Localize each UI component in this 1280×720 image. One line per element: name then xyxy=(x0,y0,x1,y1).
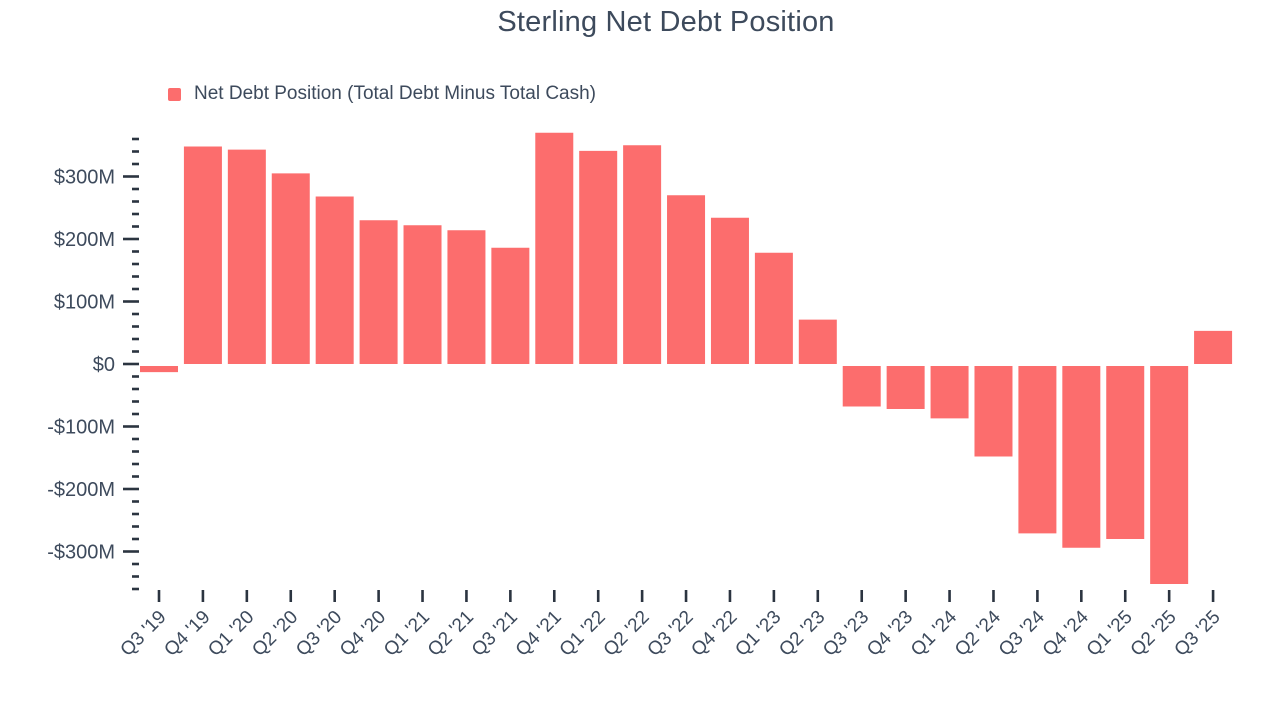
bar-q2-22[interactable] xyxy=(623,145,662,364)
bar-q3-20[interactable] xyxy=(315,196,354,365)
x-axis-label: Q3 '19 xyxy=(117,607,171,661)
bar-q1-23[interactable] xyxy=(754,252,793,364)
x-axis-label: Q3 '25 xyxy=(1171,607,1225,661)
x-axis-label: Q1 '23 xyxy=(731,607,785,661)
bar-q2-20[interactable] xyxy=(271,173,310,364)
x-axis-label: Q2 '21 xyxy=(424,607,478,661)
x-axis-label: Q2 '23 xyxy=(775,607,829,661)
bar-q3-21[interactable] xyxy=(491,247,530,364)
bar-q2-25[interactable] xyxy=(1150,366,1189,584)
y-axis-label: $100M xyxy=(54,292,115,314)
chart-title: Sterling Net Debt Position xyxy=(497,6,835,38)
x-axis-label: Q3 '23 xyxy=(819,607,873,661)
y-axis-label: $300M xyxy=(54,167,115,189)
x-axis-label: Q4 '23 xyxy=(863,607,917,661)
x-axis-label: Q3 '21 xyxy=(468,607,522,661)
y-axis-label: $0 xyxy=(93,354,115,376)
bar-q2-23[interactable] xyxy=(798,319,837,364)
bar-q1-20[interactable] xyxy=(227,149,266,364)
bar-q3-23[interactable] xyxy=(842,366,881,407)
bar-q4-24[interactable] xyxy=(1062,366,1101,548)
bar-q3-24[interactable] xyxy=(1018,366,1057,534)
bar-q4-22[interactable] xyxy=(710,217,749,364)
bar-q2-21[interactable] xyxy=(447,230,486,364)
x-axis-label: Q3 '24 xyxy=(995,606,1049,660)
bar-q1-22[interactable] xyxy=(579,150,618,364)
bar-q1-21[interactable] xyxy=(403,225,442,364)
x-axis-label: Q2 '20 xyxy=(248,607,302,661)
legend-swatch-icon xyxy=(168,87,181,101)
x-axis-label: Q3 '22 xyxy=(644,607,698,661)
bar-q4-20[interactable] xyxy=(359,220,398,364)
y-axis-label: -$100M xyxy=(47,417,115,439)
x-axis-label: Q3 '20 xyxy=(292,607,346,661)
x-axis-label: Q2 '22 xyxy=(600,607,654,661)
y-axis-label: -$300M xyxy=(47,542,115,564)
x-axis-label: Q4 '19 xyxy=(160,607,214,661)
bar-q4-21[interactable] xyxy=(535,132,574,364)
y-axis-label: -$200M xyxy=(47,479,115,501)
x-axis-label: Q1 '24 xyxy=(907,606,961,660)
x-axis-label: Q1 '21 xyxy=(380,607,434,661)
x-axis-label: Q4 '22 xyxy=(687,607,741,661)
legend-label: Net Debt Position (Total Debt Minus Tota… xyxy=(194,83,596,104)
bar-q4-19[interactable] xyxy=(183,146,222,365)
x-axis-label: Q4 '21 xyxy=(512,607,566,661)
x-axis-label: Q4 '20 xyxy=(336,607,390,661)
bar-q4-23[interactable] xyxy=(886,366,925,409)
y-axis-label: $200M xyxy=(54,229,115,251)
bar-q1-25[interactable] xyxy=(1106,366,1145,539)
x-axis-label: Q4 '24 xyxy=(1039,606,1093,660)
bar-q3-25[interactable] xyxy=(1194,330,1233,364)
x-axis-label: Q2 '24 xyxy=(951,606,1005,660)
x-axis-label: Q2 '25 xyxy=(1127,607,1181,661)
bar-q3-19[interactable] xyxy=(140,366,178,373)
x-axis-label: Q1 '25 xyxy=(1083,607,1137,661)
legend-item[interactable]: Net Debt Position (Total Debt Minus Tota… xyxy=(168,83,596,105)
bar-q1-24[interactable] xyxy=(930,366,969,419)
x-axis-label: Q1 '22 xyxy=(556,607,610,661)
bar-q3-22[interactable] xyxy=(667,195,706,364)
x-axis-label: Q1 '20 xyxy=(204,607,258,661)
bar-q2-24[interactable] xyxy=(974,366,1013,457)
